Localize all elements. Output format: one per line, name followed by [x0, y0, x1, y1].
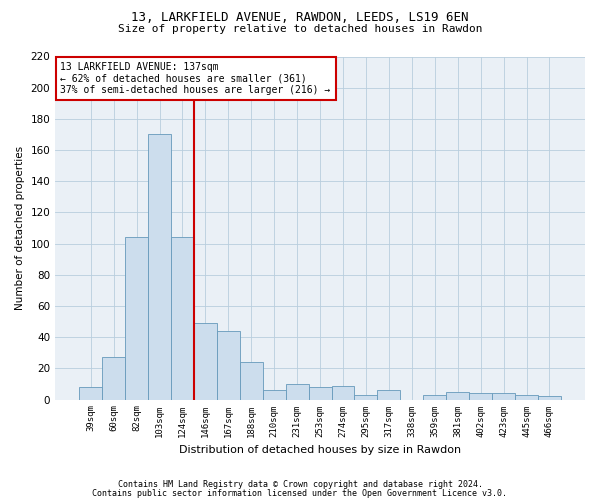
- Bar: [446, 392, 469, 400]
- Bar: [355, 395, 377, 400]
- Text: 13, LARKFIELD AVENUE, RAWDON, LEEDS, LS19 6EN: 13, LARKFIELD AVENUE, RAWDON, LEEDS, LS1…: [131, 11, 469, 24]
- Bar: [286, 384, 308, 400]
- X-axis label: Distribution of detached houses by size in Rawdon: Distribution of detached houses by size …: [179, 445, 461, 455]
- Text: 13 LARKFIELD AVENUE: 137sqm
← 62% of detached houses are smaller (361)
37% of se: 13 LARKFIELD AVENUE: 137sqm ← 62% of det…: [61, 62, 331, 95]
- Bar: [217, 331, 240, 400]
- Bar: [332, 386, 355, 400]
- Bar: [308, 387, 332, 400]
- Bar: [125, 238, 148, 400]
- Bar: [148, 134, 171, 400]
- Text: Contains HM Land Registry data © Crown copyright and database right 2024.: Contains HM Land Registry data © Crown c…: [118, 480, 482, 489]
- Text: Size of property relative to detached houses in Rawdon: Size of property relative to detached ho…: [118, 24, 482, 34]
- Y-axis label: Number of detached properties: Number of detached properties: [15, 146, 25, 310]
- Bar: [240, 362, 263, 400]
- Bar: [469, 394, 492, 400]
- Bar: [423, 395, 446, 400]
- Bar: [79, 387, 102, 400]
- Bar: [377, 390, 400, 400]
- Bar: [102, 358, 125, 400]
- Bar: [194, 323, 217, 400]
- Bar: [171, 238, 194, 400]
- Bar: [492, 394, 515, 400]
- Bar: [515, 395, 538, 400]
- Text: Contains public sector information licensed under the Open Government Licence v3: Contains public sector information licen…: [92, 489, 508, 498]
- Bar: [538, 396, 561, 400]
- Bar: [263, 390, 286, 400]
